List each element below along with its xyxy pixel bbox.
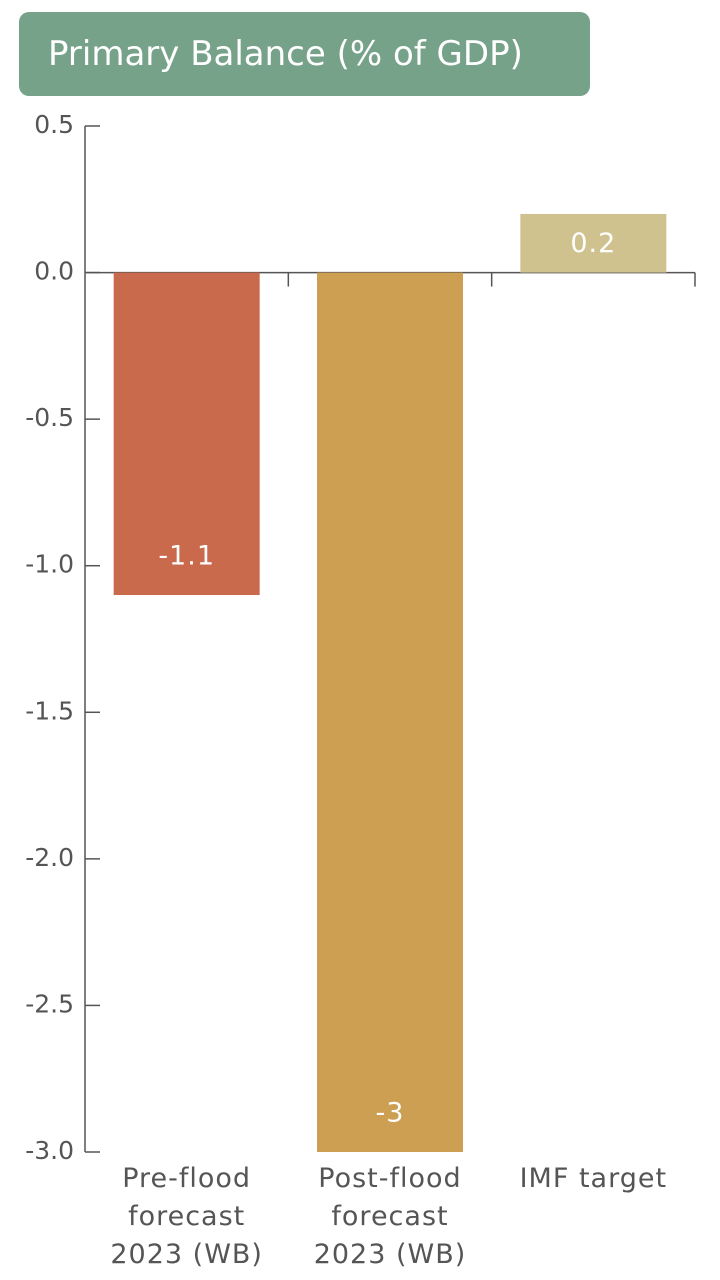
y-tick-label: 0.0 <box>34 257 74 286</box>
chart-title: Primary Balance (% of GDP) <box>48 34 523 74</box>
x-tick-label: Post-flood forecast 2023 (WB) <box>313 1163 467 1270</box>
value-label: -3 <box>376 1098 405 1129</box>
bar <box>520 213 667 273</box>
y-tick-label: -3.0 <box>25 1136 74 1165</box>
value-label: 0.2 <box>570 228 616 259</box>
y-tick-label: -2.0 <box>25 843 74 872</box>
x-tick-label: IMF target <box>519 1163 668 1194</box>
y-tick-label: -1.0 <box>25 550 74 579</box>
title-box: Primary Balance (% of GDP) <box>19 12 590 96</box>
y-tick-label: -1.5 <box>25 696 74 725</box>
bar <box>317 272 463 1153</box>
x-tick-label: Pre-flood forecast 2023 (WB) <box>110 1163 263 1270</box>
bar <box>113 272 260 596</box>
y-tick-label: -0.5 <box>25 403 74 432</box>
y-tick-label: -2.5 <box>25 989 74 1018</box>
y-tick-label: 0.5 <box>34 110 74 139</box>
value-label: -1.1 <box>158 541 215 572</box>
